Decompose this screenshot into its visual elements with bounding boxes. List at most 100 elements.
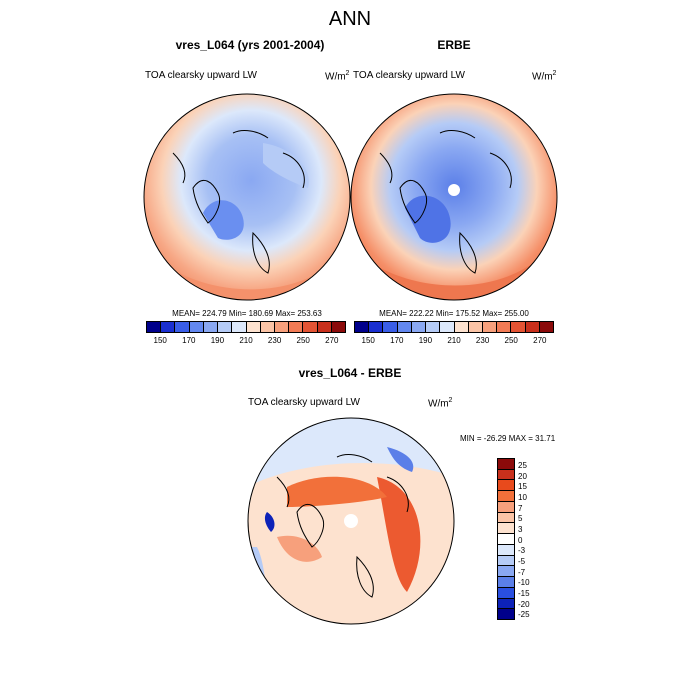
panel-3-outer-cool-ring [248,418,454,487]
panel-1-polar-map [143,93,351,301]
colorbar-swatch [411,322,427,332]
colorbar-tick: 210 [239,336,253,345]
colorbar-tick: 20 [518,472,527,481]
colorbar-swatch [498,523,514,535]
colorbar-swatch [203,322,219,332]
colorbar-tick: 3 [518,525,523,534]
colorbar-tick: 170 [182,336,196,345]
panel-1-colorbar: 150 170 190 210 230 250 270 [146,321,346,348]
colorbar-swatch [331,322,346,332]
panel-3-colorbar-swatches [497,458,515,620]
panel-2-pole-hole [448,184,460,196]
colorbar-tick: 210 [447,336,461,345]
colorbar-swatch [511,322,526,332]
colorbar-swatch [498,480,514,492]
panel-2-colorbar: 150 170 190 210 230 250 270 [354,321,554,348]
colorbar-tick: 5 [518,514,523,523]
panel-2-coastlines [379,130,512,274]
panel-2-greenland-minimum [405,195,451,243]
colorbar-tick: 10 [518,493,527,502]
panel-2-map-border [350,93,558,301]
panel-1-field [144,94,350,300]
panel-3-warm-anomaly-east [377,477,421,592]
colorbar-swatch [498,609,514,620]
colorbar-tick: 15 [518,482,527,491]
colorbar-swatch [175,322,190,332]
colorbar-tick: 25 [518,461,527,470]
panel-2-field [351,94,557,300]
panel-3-coastlines [276,454,409,598]
panel-1-greenland-minimum [203,200,244,240]
colorbar-swatch [525,322,540,332]
colorbar-swatch [218,322,233,332]
colorbar-swatch [369,322,384,332]
panel-3-stats: MIN = -26.29 MAX = 31.71 [460,434,556,443]
colorbar-swatch [498,587,514,599]
colorbar-tick: -20 [518,600,530,609]
panel-2-stats: MEAN= 222.22 Min= 175.52 Max= 255.00 [379,309,529,318]
panel-2-units: W/m2 [532,70,557,83]
colorbar-tick: 250 [296,336,310,345]
panel-1-coastlines [172,130,305,274]
panel-1-pacific-sector [263,143,309,188]
colorbar-swatch [498,469,514,481]
panel-3-cool-anomaly-ne [387,447,414,472]
colorbar-tick: 270 [533,336,547,345]
colorbar-swatch [482,322,498,332]
colorbar-tick: -3 [518,546,526,555]
panel-1-map-border [143,93,351,301]
colorbar-tick: -7 [518,568,526,577]
colorbar-swatch [232,322,247,332]
colorbar-swatch [260,322,275,332]
colorbar-swatch [498,577,514,588]
colorbar-tick: 170 [390,336,404,345]
colorbar-swatch [161,322,176,332]
panel-1-stats: MEAN= 224.79 Min= 180.69 Max= 253.63 [172,309,322,318]
colorbar-swatch [440,322,455,332]
colorbar-swatch [454,322,469,332]
colorbar-swatch [468,322,483,332]
colorbar-tick: 150 [361,336,375,345]
colorbar-swatch [498,534,514,545]
panel-3-polar-map [247,417,455,625]
panel-3-field-label: TOA clearsky upward LW [248,397,360,408]
panel-3-units: W/m2 [428,397,453,410]
colorbar-swatch [426,322,441,332]
colorbar-swatch [498,501,514,513]
panel-3-warm-anomaly-west [277,535,322,562]
colorbar-swatch [539,322,554,332]
panel-3-cool-anomaly-west [264,512,275,532]
colorbar-tick: -25 [518,610,530,619]
colorbar-swatch [498,544,514,556]
colorbar-tick: 0 [518,536,523,545]
panel-3-colorbar-ticks: 25 20 15 10 7 5 3 0 -3 -5 -7 -10 -15 -20… [518,458,548,620]
colorbar-tick: -5 [518,557,526,566]
colorbar-swatch [303,322,318,332]
colorbar-tick: -10 [518,578,530,587]
colorbar-swatch [355,322,370,332]
panel-2-polar-map [350,93,558,301]
colorbar-swatch [246,322,261,332]
colorbar-swatch [289,322,304,332]
panel-3-map-border [247,417,455,625]
panel-1-field-label: TOA clearsky upward LW [145,70,257,81]
colorbar-tick: 230 [475,336,490,345]
colorbar-swatch [147,322,162,332]
colorbar-swatch [317,322,332,332]
colorbar-tick: 190 [210,336,225,345]
colorbar-swatch [498,459,514,470]
colorbar-swatch [498,512,514,524]
colorbar-swatch [274,322,290,332]
colorbar-tick: 190 [418,336,433,345]
colorbar-tick: 7 [518,504,523,513]
panel-2-field-label: TOA clearsky upward LW [353,70,465,81]
panel-1-units: W/m2 [325,70,350,83]
colorbar-swatch [383,322,398,332]
panel-2-title: ERBE [437,38,471,52]
colorbar-swatch [497,322,512,332]
figure-title: ANN [328,8,372,30]
colorbar-tick: -15 [518,589,530,598]
colorbar-swatch [498,491,514,502]
panel-3-title: vres_L064 - ERBE [298,366,402,380]
panel-3-warm-anomaly-north [287,476,387,507]
